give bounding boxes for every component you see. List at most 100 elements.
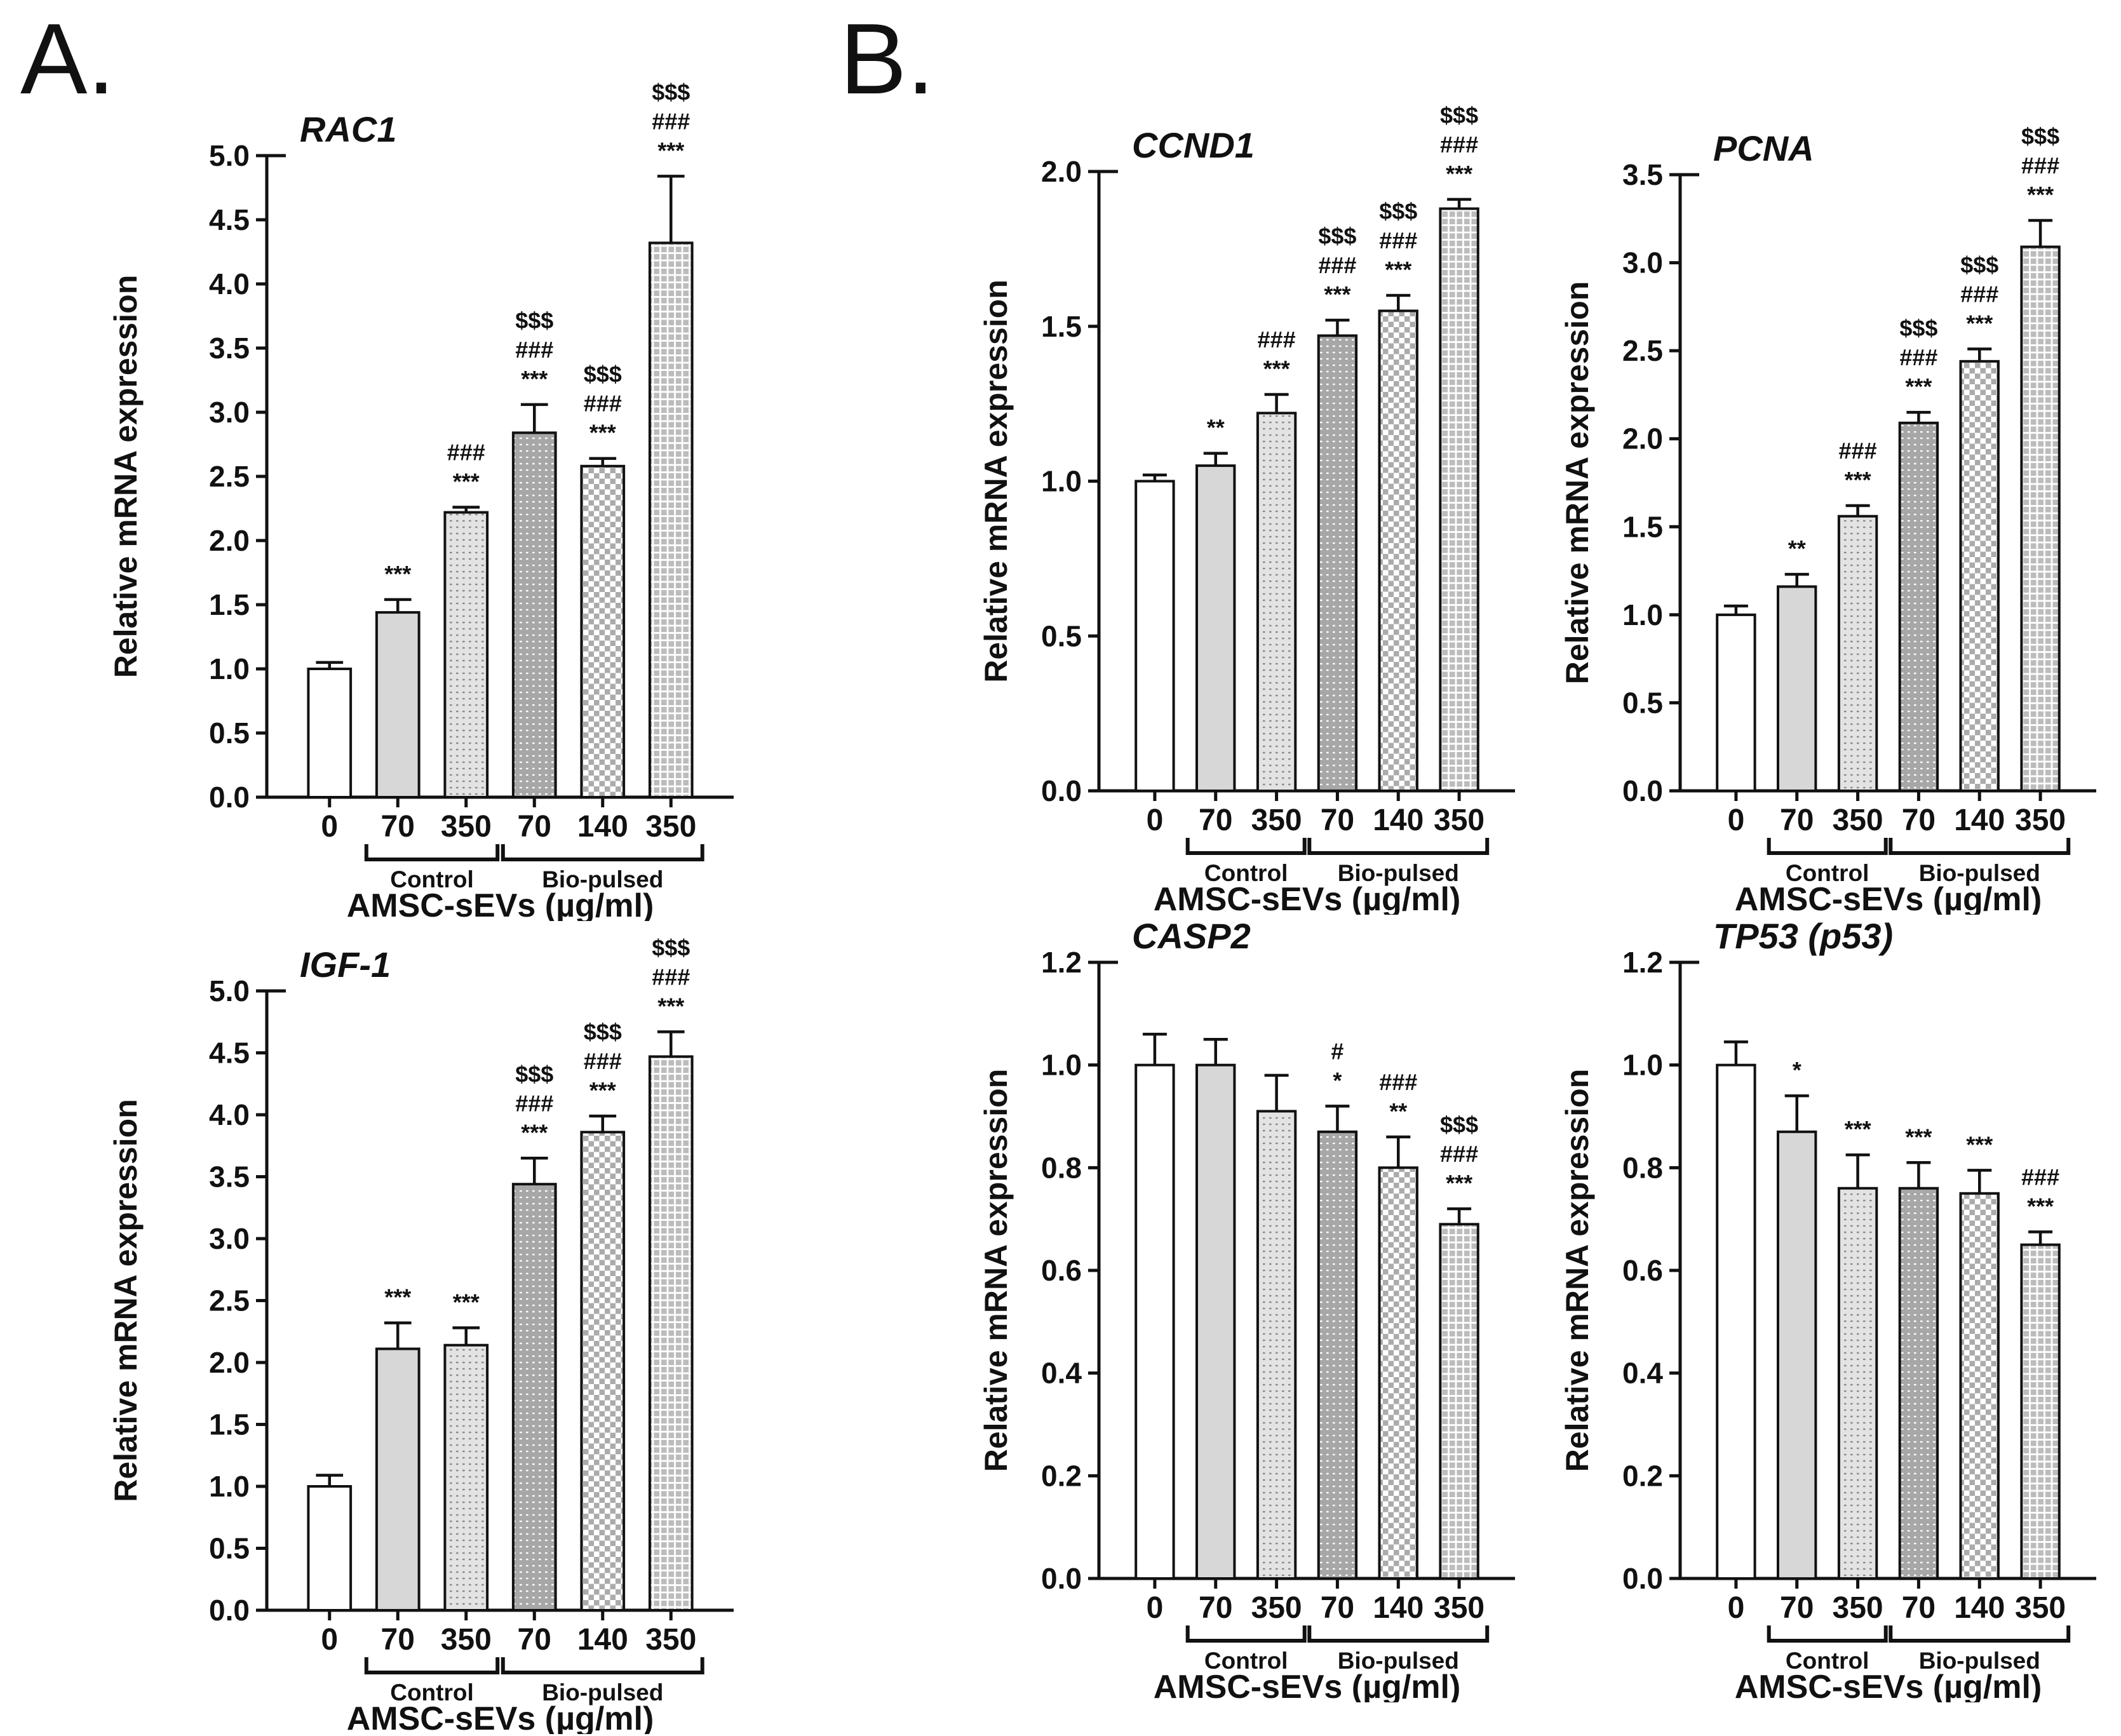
significance-label: $$$ — [1899, 315, 1937, 341]
significance-label: *** — [453, 469, 480, 495]
y-tick-label: 0.0 — [1041, 774, 1082, 807]
chart-svg-casp2: 0.0 0.2 0.4 0.6 0.8 1.0 1.2 CASP2 0 70 350 # * 70 ### *… — [978, 916, 1515, 1702]
group-label: Control — [390, 866, 474, 892]
bar — [307, 1485, 353, 1612]
y-tick-label: 4.0 — [209, 1098, 250, 1131]
significance-label: *** — [1845, 467, 1871, 493]
y-tick-label: 0.8 — [1041, 1151, 1082, 1184]
x-axis-label: AMSC-sEVs (µg/ml) — [1154, 1669, 1461, 1702]
x-category-label: 0 — [1147, 804, 1164, 837]
x-category-label: 70 — [1902, 1591, 1936, 1625]
x-category-label: 350 — [645, 810, 696, 844]
group-bracket — [1889, 838, 2071, 855]
y-tick-label: 2.0 — [209, 1346, 250, 1379]
significance-label: *** — [1905, 373, 1932, 400]
x-category-label: 70 — [1199, 1591, 1232, 1625]
bar — [1317, 334, 1358, 792]
significance-label: * — [1793, 1057, 1801, 1083]
group-label: Control — [390, 1679, 474, 1706]
y-tick-label: 0.6 — [1041, 1254, 1082, 1287]
group-bracket — [1185, 1625, 1307, 1643]
x-category-label: 140 — [1954, 804, 2005, 837]
bar — [1256, 412, 1297, 793]
significance-label: $$$ — [584, 1019, 622, 1045]
group-label: Control — [1786, 1648, 1869, 1674]
x-category-label: 70 — [1780, 804, 1814, 837]
significance-label: $$$ — [652, 79, 690, 105]
y-axis-label: Relative mRNA expression — [978, 1069, 1014, 1472]
x-category-label: 70 — [1321, 804, 1354, 837]
significance-label: $$$ — [652, 934, 690, 960]
y-tick-label: 5.0 — [209, 974, 250, 1007]
y-tick-label: 1.5 — [1622, 510, 1663, 543]
significance-label: *** — [521, 366, 548, 392]
bar — [1777, 585, 1817, 792]
x-category-label: 350 — [1833, 804, 1883, 837]
y-tick-label: 3.5 — [209, 1161, 250, 1194]
significance-label: *** — [1263, 356, 1290, 382]
significance-label: ### — [1318, 252, 1356, 278]
y-axis-label: Relative mRNA expression — [108, 1099, 144, 1502]
y-tick-label: 0.0 — [209, 781, 250, 814]
group-label: Control — [1786, 860, 1869, 886]
y-tick-label: 4.5 — [209, 1037, 250, 1070]
y-tick-label: 1.0 — [209, 652, 250, 685]
bar — [511, 1183, 557, 1612]
x-category-label: 140 — [1373, 804, 1424, 837]
bar — [443, 1343, 489, 1612]
bar — [1317, 1130, 1358, 1580]
y-tick-label: 2.5 — [209, 460, 250, 493]
significance-label: ** — [1207, 415, 1225, 441]
group-label: Bio-pulsed — [1919, 1648, 2040, 1674]
significance-label: # — [1331, 1038, 1343, 1064]
group-bracket — [1307, 838, 1490, 855]
significance-label: ### — [652, 964, 690, 990]
significance-label: *** — [2027, 182, 2054, 208]
panel-a-label: A. — [20, 3, 116, 115]
x-category-label: 350 — [1251, 804, 1302, 837]
x-category-label: 350 — [645, 1623, 696, 1657]
significance-label: ### — [2021, 152, 2059, 178]
y-tick-label: 2.5 — [209, 1284, 250, 1317]
x-category-label: 350 — [1434, 1591, 1485, 1625]
y-tick-label: 1.5 — [209, 588, 250, 621]
bar — [1959, 1192, 2000, 1580]
significance-label: *** — [1966, 1131, 1993, 1157]
significance-label: ### — [1440, 131, 1478, 158]
significance-label: ### — [1960, 281, 1998, 307]
y-tick-label: 0.0 — [1622, 774, 1663, 807]
x-category-label: 0 — [321, 1623, 338, 1657]
bar — [1837, 1187, 1878, 1580]
x-category-label: 70 — [1902, 804, 1936, 837]
chart-svg-rac1: 0.0 0.5 1.0 1.5 2.0 2.5 3.0 3.5 4.0 4.5 5.0 RAC1 0 **… — [108, 79, 734, 921]
chart-svg-tp53: 0.0 0.2 0.4 0.6 0.8 1.0 1.2 TP53 (p53) 0 * 70 *** 35… — [1559, 916, 2096, 1702]
chart-title: RAC1 — [300, 109, 396, 149]
x-category-label: 70 — [1321, 1591, 1354, 1625]
x-category-label: 70 — [381, 810, 415, 844]
y-tick-label: 3.0 — [209, 1222, 250, 1255]
x-category-label: 0 — [1728, 1591, 1745, 1625]
y-axis-label: Relative mRNA expression — [978, 279, 1014, 683]
significance-label: $$$ — [2021, 123, 2059, 149]
bar — [307, 668, 353, 798]
bar — [443, 511, 489, 798]
significance-label: ### — [2021, 1164, 2059, 1190]
chart-svg-igf1: 0.0 0.5 1.0 1.5 2.0 2.5 3.0 3.5 4.0 4.5 5.0 IGF-1 0 *… — [108, 934, 734, 1734]
group-label: Bio-pulsed — [1338, 1648, 1459, 1674]
significance-label: *** — [1385, 257, 1411, 283]
y-tick-label: 1.0 — [1622, 1049, 1663, 1082]
x-category-label: 0 — [1728, 804, 1745, 837]
significance-label: *** — [1446, 161, 1472, 187]
x-axis-label: AMSC-sEVs (µg/ml) — [1735, 1669, 2042, 1702]
significance-label: *** — [384, 1284, 411, 1310]
significance-label: *** — [1966, 310, 1993, 336]
group-bracket — [364, 1657, 500, 1674]
significance-label: *** — [589, 1077, 616, 1103]
significance-label: *** — [1905, 1124, 1932, 1150]
bar — [1837, 515, 1878, 792]
significance-label: *** — [521, 1119, 548, 1145]
x-category-label: 350 — [2015, 804, 2066, 837]
significance-label: *** — [589, 420, 616, 446]
y-tick-label: 5.0 — [209, 139, 250, 172]
significance-label: *** — [1845, 1116, 1871, 1142]
